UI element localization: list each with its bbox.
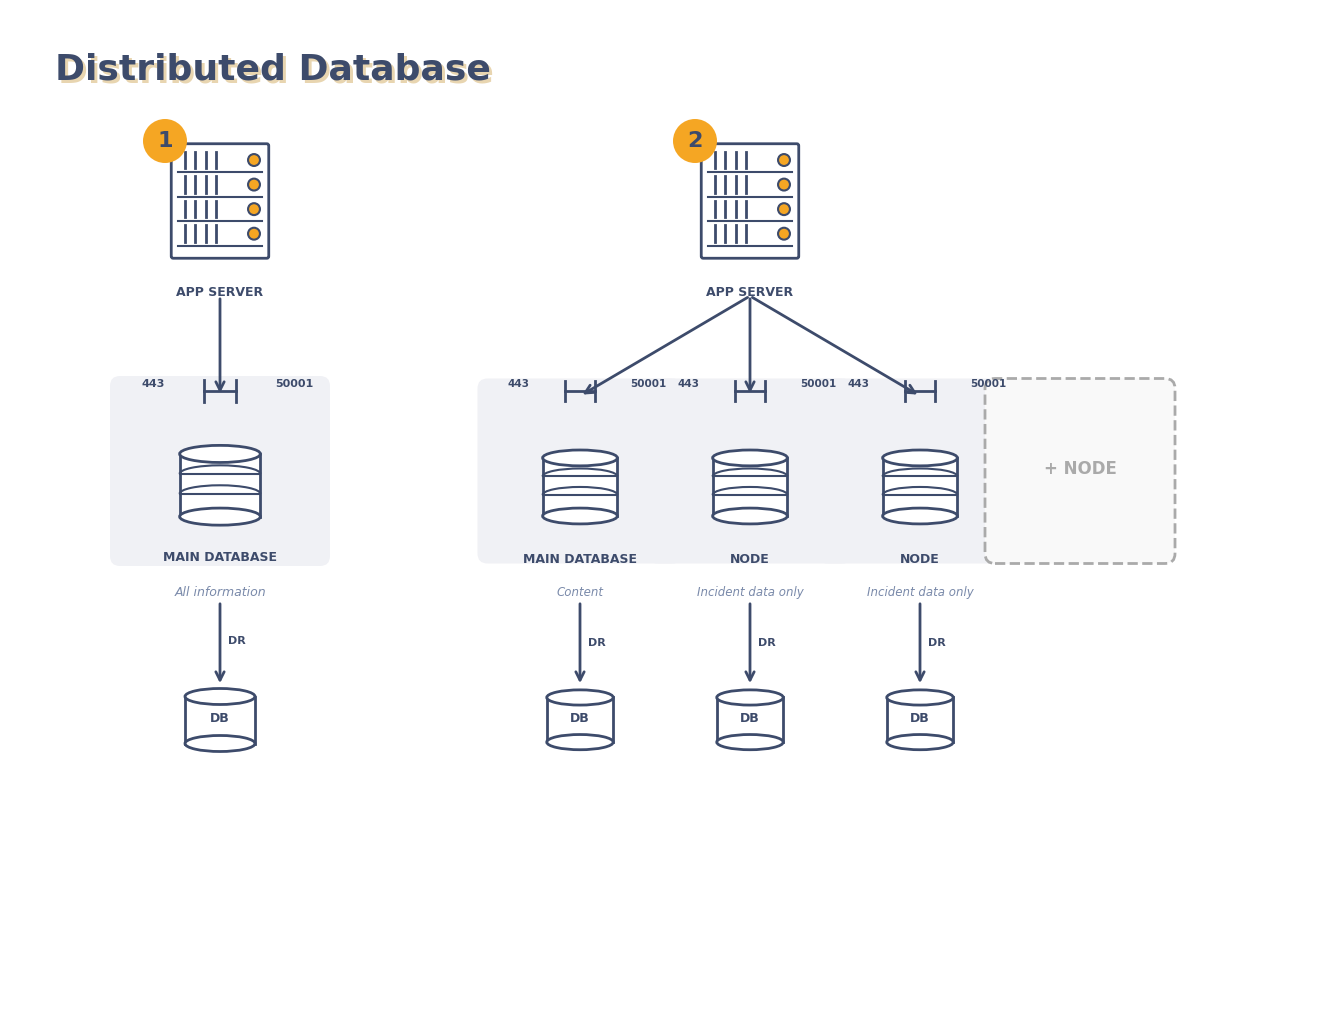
Ellipse shape [547,734,614,749]
Ellipse shape [712,450,788,466]
Bar [185,696,256,743]
Text: Incident data only: Incident data only [866,586,973,599]
Text: 50001: 50001 [630,379,667,389]
Text: 443: 443 [677,379,700,389]
FancyBboxPatch shape [172,144,269,258]
Ellipse shape [547,690,614,706]
Text: MAIN DATABASE: MAIN DATABASE [162,551,277,564]
Text: 443: 443 [848,379,870,389]
Text: + NODE: + NODE [1044,460,1117,478]
Circle shape [779,179,791,191]
Ellipse shape [717,734,783,749]
Text: NODE: NODE [900,553,940,566]
Text: APP SERVER: APP SERVER [707,286,793,299]
Circle shape [142,119,186,163]
FancyBboxPatch shape [701,144,799,258]
Ellipse shape [543,508,618,524]
Text: 1: 1 [157,131,173,151]
Bar [882,458,957,516]
Text: 443: 443 [508,379,530,389]
Text: Incident data only: Incident data only [696,586,804,599]
Text: NODE: NODE [731,553,769,566]
Text: All information: All information [174,586,266,599]
Ellipse shape [882,450,957,466]
Circle shape [779,154,791,166]
Text: 50001: 50001 [800,379,836,389]
Bar [180,454,261,517]
Ellipse shape [712,508,788,524]
Bar [712,458,788,516]
Ellipse shape [185,688,256,704]
FancyBboxPatch shape [478,379,683,564]
Bar [543,458,618,516]
Ellipse shape [882,508,957,524]
Text: DR: DR [928,638,946,648]
FancyBboxPatch shape [985,379,1175,564]
Text: APP SERVER: APP SERVER [177,286,264,299]
Ellipse shape [180,508,261,525]
Text: DR: DR [588,638,606,648]
Circle shape [779,203,791,215]
Text: 50001: 50001 [970,379,1006,389]
Text: DB: DB [910,712,930,725]
Text: 50001: 50001 [276,379,313,389]
Circle shape [248,154,260,166]
Text: 2: 2 [687,131,703,151]
Ellipse shape [543,450,618,466]
Ellipse shape [886,690,953,706]
Ellipse shape [886,734,953,749]
Bar [547,697,614,742]
Text: 443: 443 [141,379,165,389]
Bar [886,697,953,742]
Text: Distributed Database: Distributed Database [55,53,491,87]
Text: DB: DB [740,712,760,725]
Circle shape [779,228,791,240]
FancyBboxPatch shape [817,379,1022,564]
Ellipse shape [180,445,261,463]
Text: MAIN DATABASE: MAIN DATABASE [523,553,638,566]
Text: DB: DB [570,712,590,725]
Text: Content: Content [556,586,603,599]
FancyBboxPatch shape [647,379,852,564]
Circle shape [248,203,260,215]
Circle shape [248,228,260,240]
Circle shape [673,119,717,163]
Text: DR: DR [228,636,246,646]
Text: DB: DB [210,712,230,725]
Text: Distributed Database: Distributed Database [59,56,494,90]
Ellipse shape [185,735,256,751]
Circle shape [248,179,260,191]
Ellipse shape [717,690,783,706]
Bar [717,697,783,742]
FancyBboxPatch shape [110,376,330,566]
Text: DR: DR [757,638,776,648]
